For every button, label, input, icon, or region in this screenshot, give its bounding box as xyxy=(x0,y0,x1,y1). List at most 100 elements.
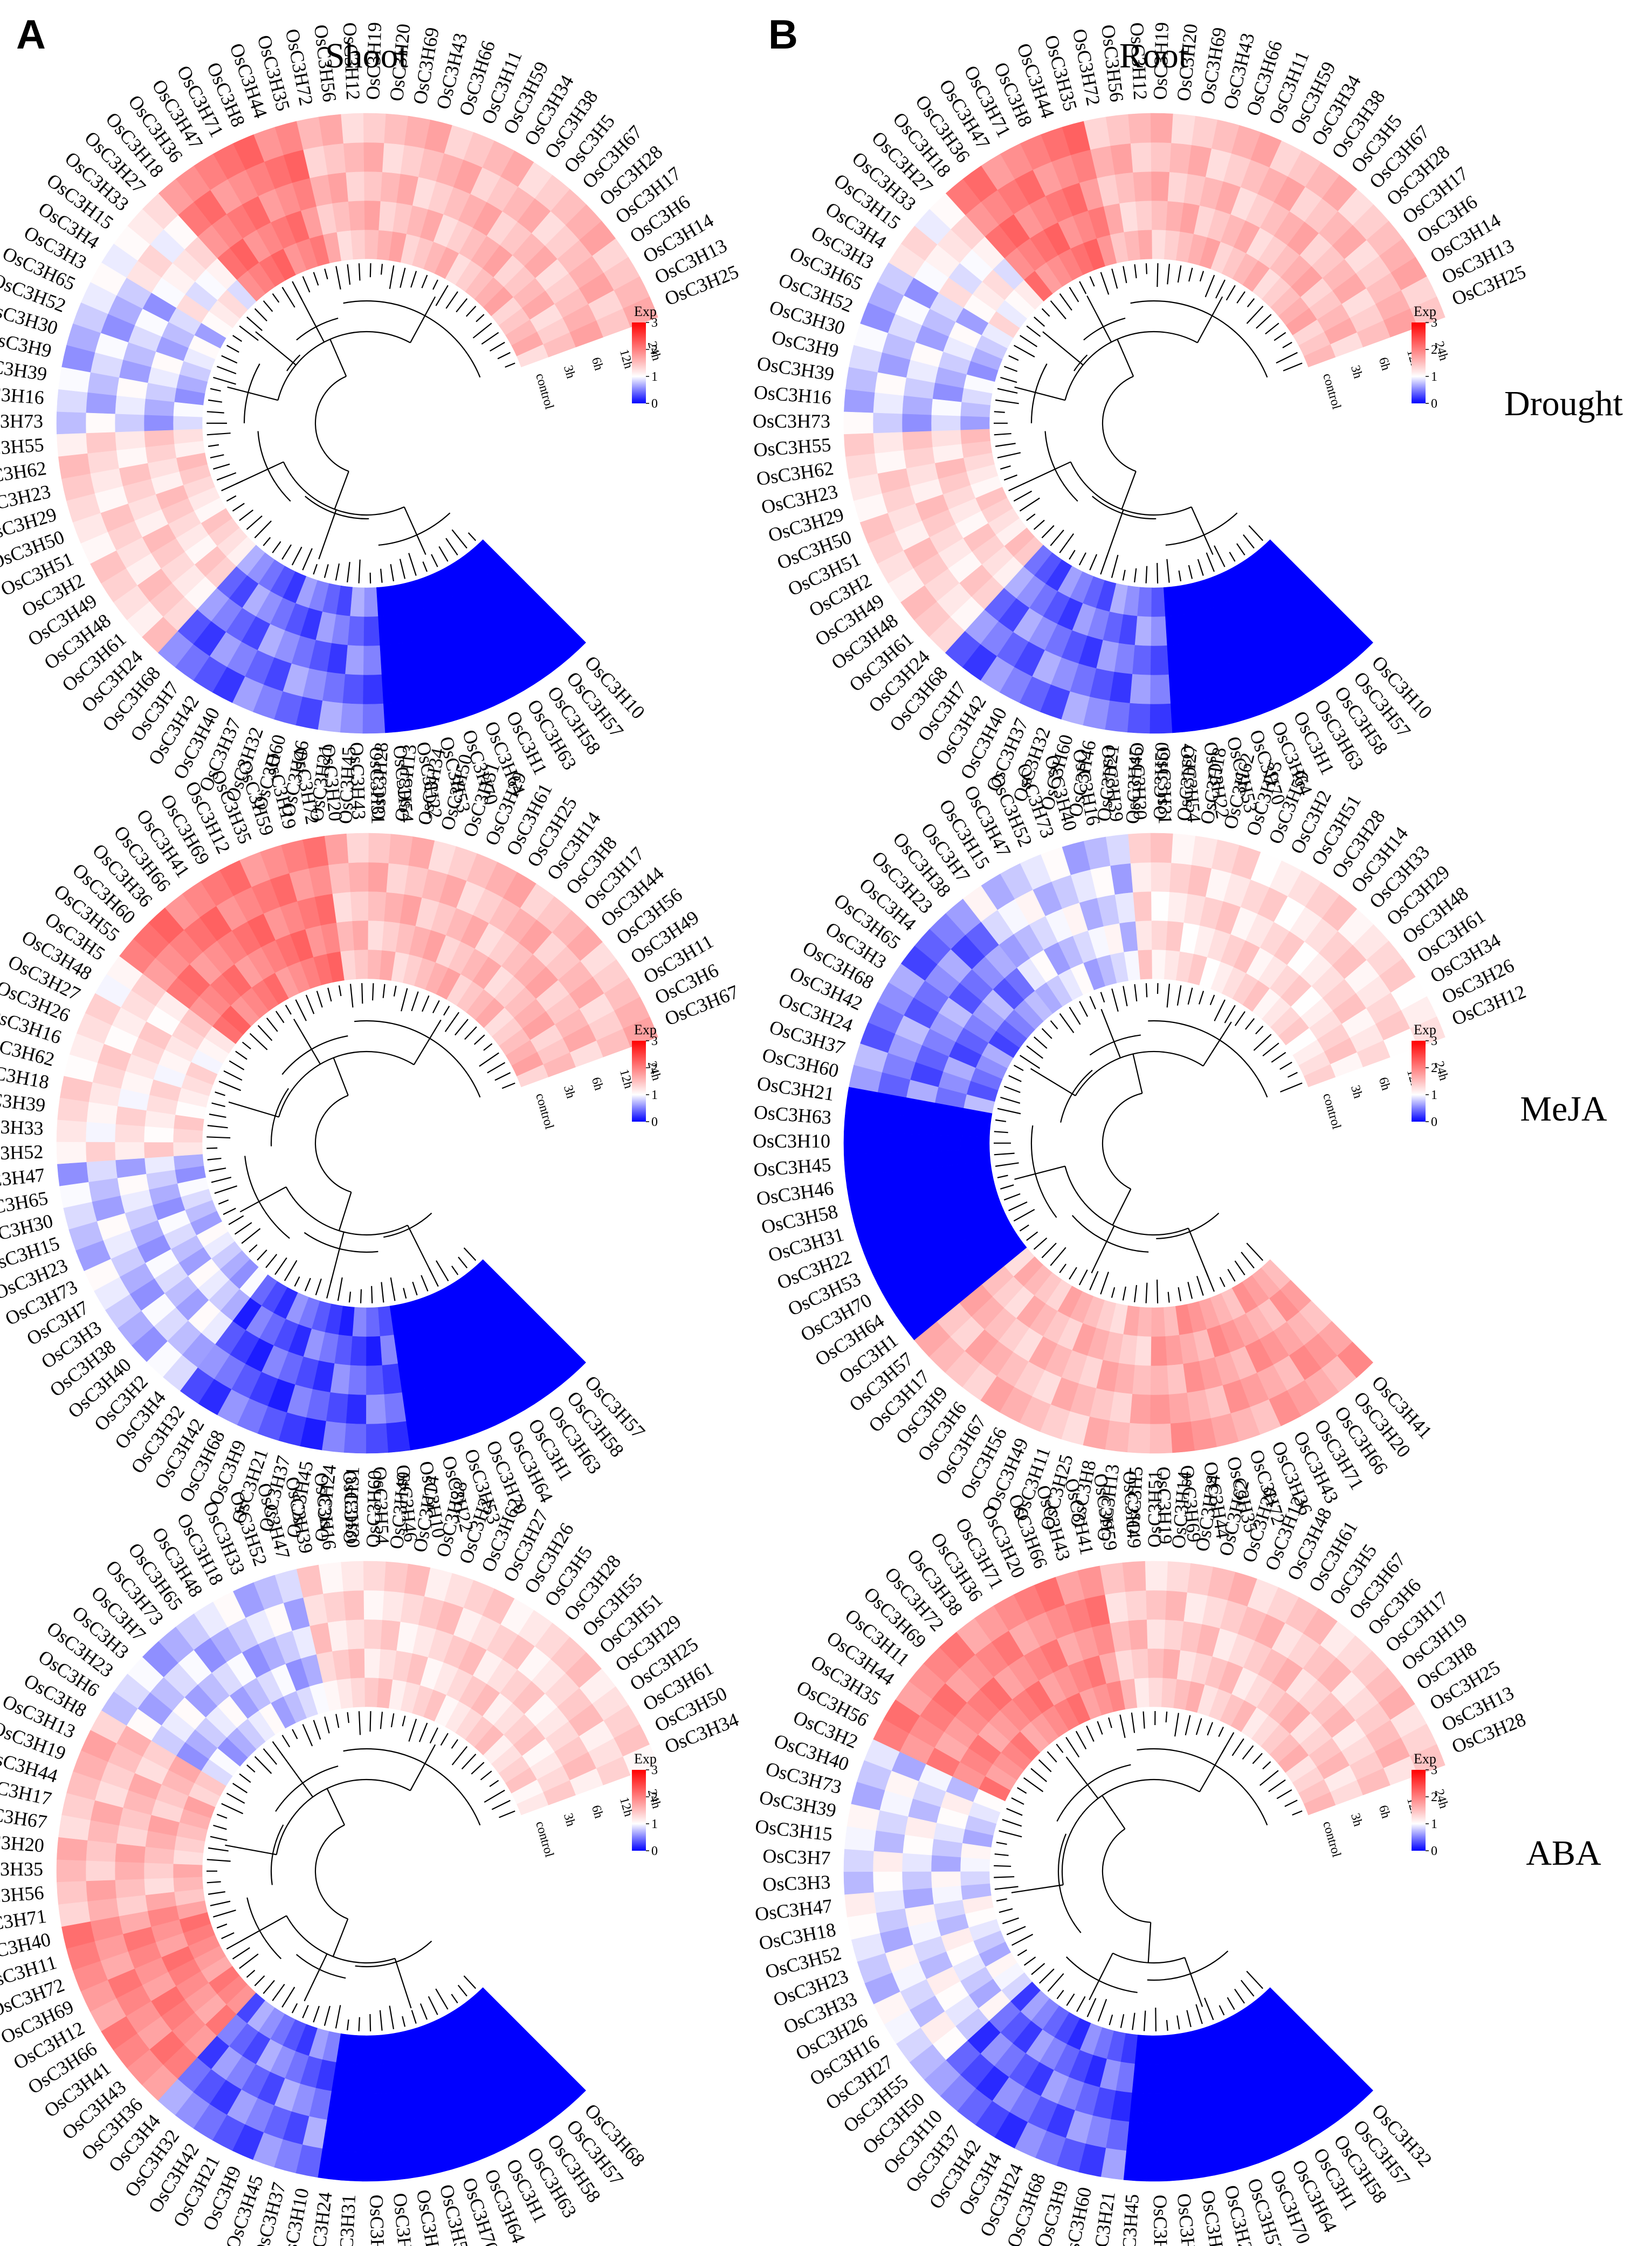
legend-tick-label: 3 xyxy=(651,1763,658,1777)
dendrogram-leaf xyxy=(347,561,350,582)
dendrogram-link xyxy=(225,1844,273,1855)
heatmap-cell xyxy=(364,587,378,617)
heatmap-cell xyxy=(368,891,387,922)
heatmap-cell xyxy=(1165,1590,1187,1622)
dendrogram-leaf xyxy=(257,1025,273,1041)
legend-tick-label: 1 xyxy=(1431,1817,1437,1831)
heatmap-cell xyxy=(364,229,379,259)
dendrogram-leaf xyxy=(400,267,406,288)
heatmap-cell xyxy=(1305,162,1340,199)
timepoint-label: 6h xyxy=(1376,1076,1393,1092)
gene-label: OsC3H31 xyxy=(366,746,389,825)
heatmap-cell xyxy=(342,2121,364,2153)
dendrogram-leaf xyxy=(445,538,458,556)
gene-label: OsC3H10 xyxy=(753,1130,830,1152)
legend-tick-label: 0 xyxy=(1431,1844,1437,1858)
dendrogram-link xyxy=(334,471,349,510)
heatmap-cell xyxy=(1134,616,1152,647)
heatmap-cell xyxy=(1150,1394,1171,1425)
heatmap-cell xyxy=(1391,256,1427,291)
dendrogram-leaf xyxy=(272,293,280,303)
dendrogram-link xyxy=(1121,509,1124,514)
heatmap-cell xyxy=(350,2035,365,2065)
dendrogram-leaf xyxy=(476,314,485,322)
heatmap-cell xyxy=(1304,648,1339,685)
heatmap-cell xyxy=(61,345,95,373)
circular-heatmap-shoot-drought: OsC3H25OsC3H13OsC3H14OsC3H6OsC3H17OsC3H2… xyxy=(0,22,742,825)
dendrogram-leaf xyxy=(1123,986,1128,1006)
heatmap-cell xyxy=(1150,833,1173,863)
dendrogram-leaf xyxy=(994,1886,1018,1890)
dendrogram-leaf xyxy=(1108,1717,1112,1728)
heatmap-cell xyxy=(1130,1393,1151,1425)
heatmap-cell xyxy=(86,432,117,454)
dendrogram-leaf xyxy=(389,2005,395,2029)
legend-tick-label: 3 xyxy=(651,1034,658,1048)
dendrogram-leaf xyxy=(1155,2007,1157,2031)
dendrogram-leaf xyxy=(206,432,231,436)
dendrogram-leaf xyxy=(1006,1926,1026,1935)
heatmap-cell xyxy=(914,209,951,245)
heatmap-cell xyxy=(423,693,452,727)
heatmap-cell xyxy=(1020,134,1052,170)
dendrogram-leaf xyxy=(999,1830,1022,1838)
heatmap-cell xyxy=(368,862,389,892)
heatmap-cell xyxy=(868,532,904,565)
dendrogram-leaf xyxy=(1131,1712,1135,1733)
circular-heatmap-root-drought: OsC3H25OsC3H13OsC3H14OsC3H6OsC3H17OsC3H2… xyxy=(753,22,1529,825)
heatmap-cell xyxy=(962,644,997,681)
heatmap-cell xyxy=(1061,691,1090,726)
dendrogram-leaf xyxy=(1167,264,1171,285)
dendrogram-leaf xyxy=(275,1011,285,1024)
heatmap-cell xyxy=(1134,2035,1151,2065)
dendrogram-leaf xyxy=(1157,263,1159,287)
heatmap-cell xyxy=(424,119,452,154)
heatmap-cell xyxy=(193,656,228,693)
dendrogram-leaf xyxy=(242,1041,251,1050)
dendrogram-leaf xyxy=(431,554,438,567)
dendrogram-leaf xyxy=(1026,1045,1043,1059)
gene-label: OsC3H54 xyxy=(366,2194,389,2246)
heatmap-cell xyxy=(534,174,570,211)
dendrogram-leaf xyxy=(216,366,237,375)
heatmap-cell xyxy=(1126,2121,1148,2153)
heatmap-cell xyxy=(1151,587,1166,617)
dendrogram-leaf xyxy=(211,1177,232,1183)
dendrogram-leaf xyxy=(1292,1810,1303,1816)
legend-gradient-bar xyxy=(632,322,646,403)
dendrogram-leaf xyxy=(266,1018,278,1032)
dendrogram-leaf xyxy=(1241,1252,1255,1269)
heatmap-cell xyxy=(318,700,343,733)
dendrogram-leaf xyxy=(399,559,406,579)
heatmap-cell xyxy=(931,1871,961,1888)
heatmap-cell xyxy=(383,113,409,146)
heatmap-cell xyxy=(386,1421,411,1453)
heatmap-cell xyxy=(340,113,364,144)
dendrogram-leaf xyxy=(1097,1721,1103,1735)
dendrogram-leaf xyxy=(393,985,397,997)
heatmap-cell xyxy=(1337,621,1374,658)
dendrogram-leaf xyxy=(1008,483,1025,492)
dendrogram-leaf xyxy=(1231,1738,1244,1756)
heatmap-cell xyxy=(929,193,966,230)
dendrogram-leaf xyxy=(1132,2013,1135,2030)
dendrogram-leaf xyxy=(1234,1260,1245,1276)
dendrogram-leaf xyxy=(208,444,219,447)
heatmap-cell xyxy=(872,1871,903,1893)
gene-label: OsC3H50 xyxy=(1149,742,1173,820)
dendrogram xyxy=(206,263,515,583)
heatmap-cell xyxy=(350,587,365,617)
dendrogram-leaf xyxy=(1014,1064,1024,1072)
dendrogram-link xyxy=(258,1186,287,1203)
dendrogram-leaf xyxy=(229,1060,245,1070)
heatmap-cell xyxy=(85,1142,116,1163)
dendrogram-leaf xyxy=(221,1932,235,1940)
dendrogram-leaf xyxy=(994,432,1011,436)
dendrogram-leaf xyxy=(304,1277,311,1292)
dendrogram-link xyxy=(1202,1040,1221,1067)
dendrogram-arc xyxy=(1060,1069,1093,1123)
dendrogram-leaf xyxy=(284,1260,298,1281)
heatmap-cell xyxy=(1148,2064,1165,2094)
heatmap-cell xyxy=(872,1851,903,1872)
heatmap-cell xyxy=(1151,1307,1166,1337)
